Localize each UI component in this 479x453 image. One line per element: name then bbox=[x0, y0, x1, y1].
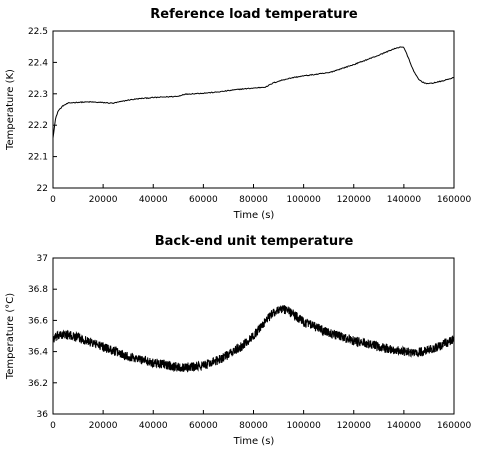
y-tick-label: 22.4 bbox=[28, 58, 48, 68]
y-axis: 36 36.2 36.4 36.6 36.8 37 bbox=[28, 254, 57, 420]
y-tick-label: 36.4 bbox=[28, 348, 48, 358]
y-axis-label: Temperature (°C) bbox=[5, 293, 16, 380]
x-tick-label: 140000 bbox=[387, 421, 422, 431]
y-tick-label: 36.6 bbox=[28, 316, 48, 326]
y-tick-label: 36 bbox=[37, 410, 49, 420]
x-tick-label: 0 bbox=[50, 421, 56, 431]
x-tick-label: 40000 bbox=[139, 195, 168, 205]
x-tick-label: 20000 bbox=[89, 195, 118, 205]
x-tick-label: 80000 bbox=[239, 421, 268, 431]
x-tick-label: 60000 bbox=[189, 421, 218, 431]
y-tick-label: 36.2 bbox=[28, 379, 48, 389]
y-tick-label: 22 bbox=[37, 184, 48, 194]
y-axis: 22 22.1 22.2 22.3 22.4 22.5 bbox=[28, 27, 57, 194]
series-line bbox=[52, 46, 455, 139]
y-tick-label: 22.1 bbox=[28, 153, 48, 163]
x-axis: 0 20000 40000 60000 80000 100000 120000 140000 1… bbox=[50, 410, 471, 431]
x-tick-label: 100000 bbox=[286, 195, 321, 205]
plot-area-frame bbox=[52, 257, 455, 415]
series-line bbox=[52, 305, 455, 373]
x-tick-label: 160000 bbox=[437, 195, 472, 205]
chart-title: Reference load temperature bbox=[150, 7, 358, 22]
x-axis-label: Time (s) bbox=[233, 436, 275, 447]
x-tick-label: 40000 bbox=[139, 421, 168, 431]
chart-back-end-unit-temperature: Back-end unit temperature 0 20000 40000 600… bbox=[5, 234, 471, 447]
x-axis-label: Time (s) bbox=[233, 210, 275, 221]
x-tick-label: 0 bbox=[50, 195, 56, 205]
x-tick-label: 100000 bbox=[286, 421, 321, 431]
plot-area-frame bbox=[52, 30, 455, 189]
x-tick-label: 120000 bbox=[337, 421, 372, 431]
x-tick-label: 140000 bbox=[387, 195, 422, 205]
y-tick-label: 36.8 bbox=[28, 285, 48, 295]
chart-title: Back-end unit temperature bbox=[155, 234, 354, 249]
y-tick-label: 22.5 bbox=[28, 27, 48, 37]
x-tick-label: 120000 bbox=[337, 195, 372, 205]
x-tick-label: 20000 bbox=[89, 421, 118, 431]
x-axis: 0 20000 40000 60000 80000 100000 120000 140000 1… bbox=[50, 184, 471, 205]
x-tick-label: 160000 bbox=[437, 421, 472, 431]
y-tick-label: 37 bbox=[37, 254, 48, 264]
x-tick-label: 60000 bbox=[189, 195, 218, 205]
y-tick-label: 22.3 bbox=[28, 90, 48, 100]
y-tick-label: 22.2 bbox=[28, 121, 48, 131]
chart-reference-load-temperature: Reference load temperature 0 20000 40000 60… bbox=[5, 7, 471, 221]
y-axis-label: Temperature (K) bbox=[5, 69, 16, 151]
x-tick-label: 80000 bbox=[239, 195, 268, 205]
